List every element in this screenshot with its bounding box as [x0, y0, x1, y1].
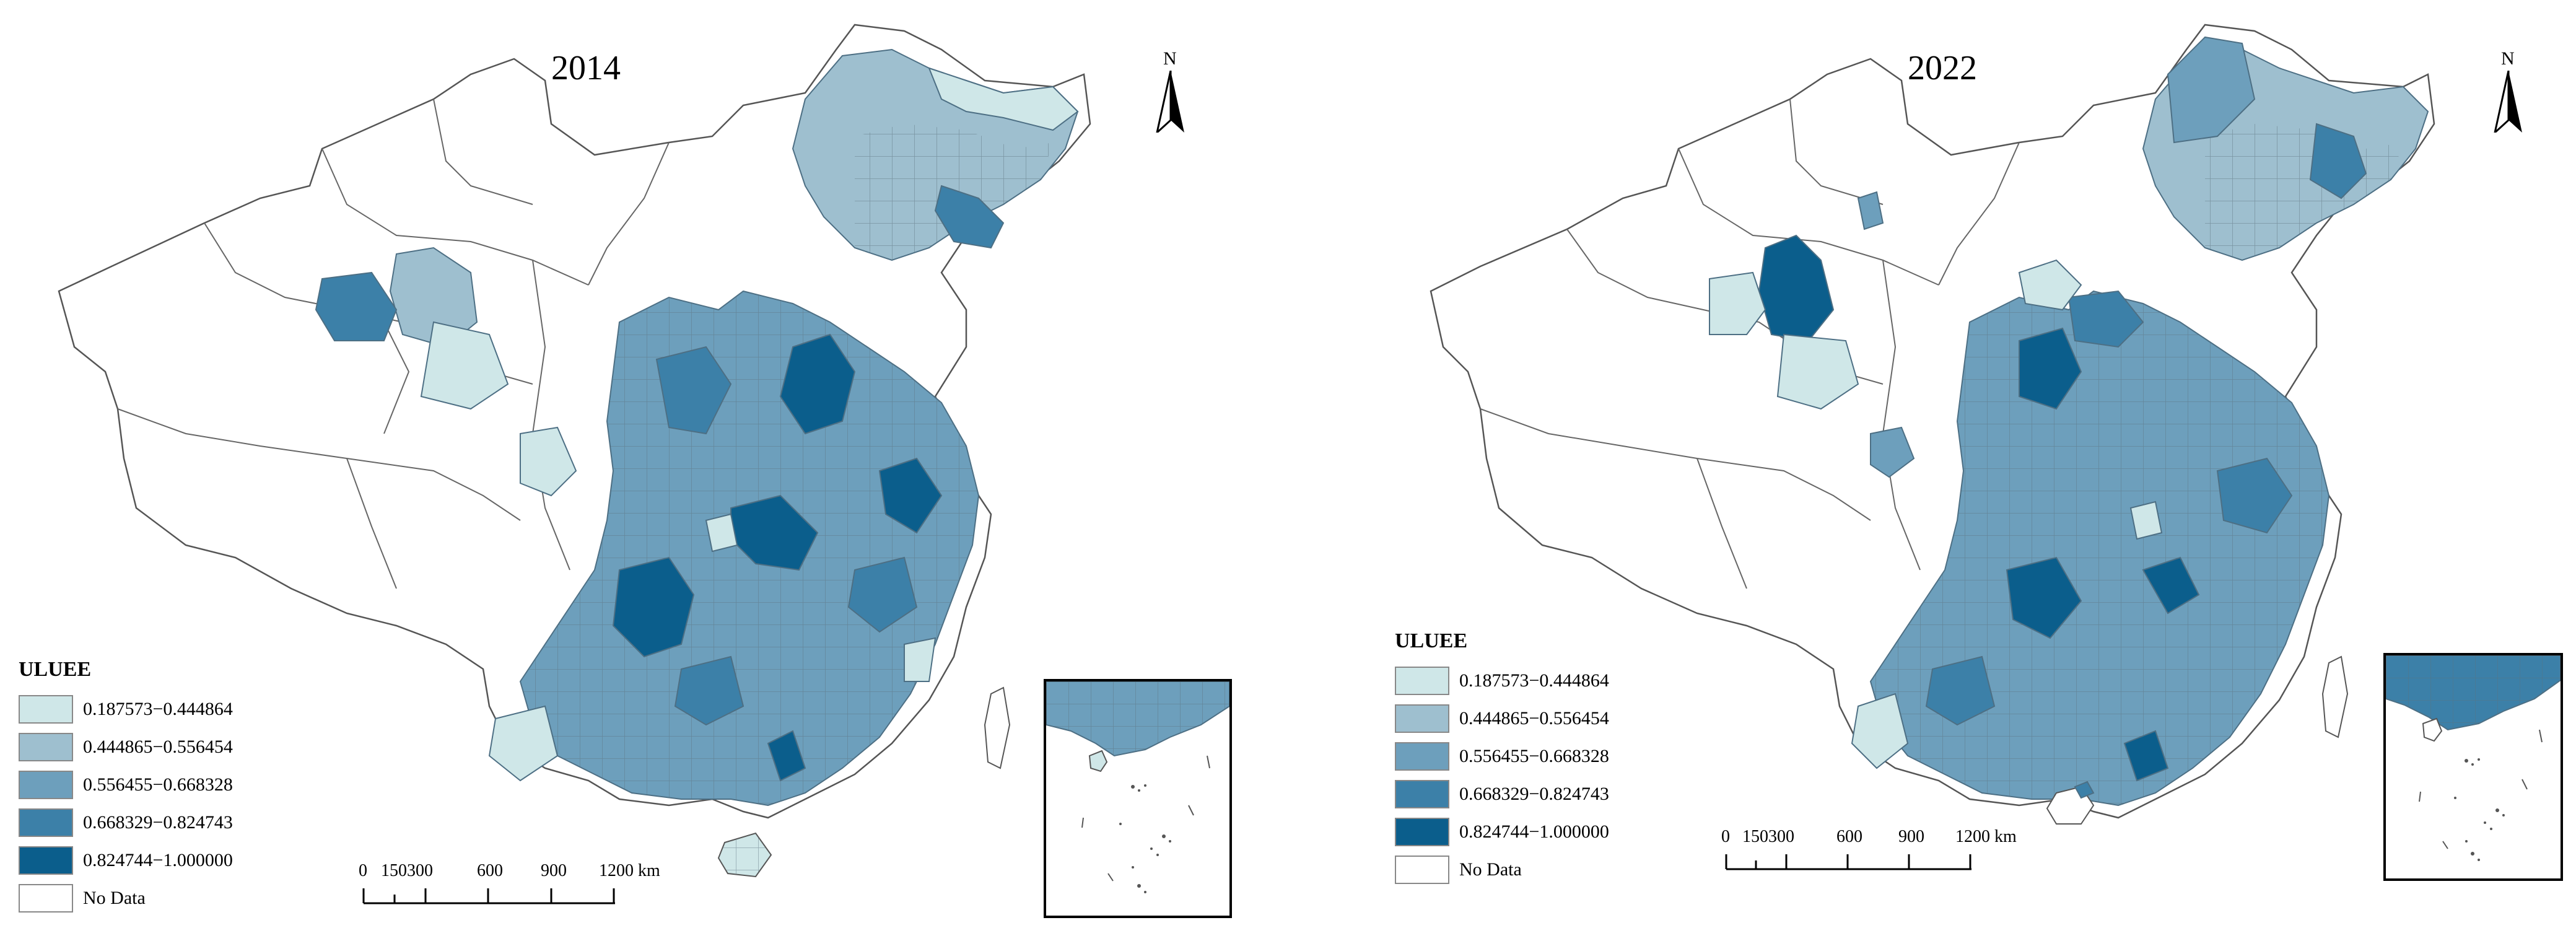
legend-label: 0.556455−0.668328: [1459, 745, 1609, 766]
scale-bar-graphic: [362, 888, 615, 904]
inset-map: [2386, 655, 2561, 861]
legend-title: ULUEE: [19, 658, 92, 681]
legend-swatch: [1395, 704, 1449, 733]
legend: ULUEE 0.187573−0.444864 0.444865−0.556454…: [1395, 629, 1609, 888]
north-arrow-icon: [1156, 71, 1184, 133]
legend-item: No Data: [19, 879, 233, 917]
legend-label: No Data: [1459, 859, 1522, 880]
south-china-sea-inset: [2383, 653, 2563, 881]
legend-swatch: [1395, 855, 1449, 884]
legend-item: 0.444865−0.556454: [19, 728, 233, 766]
legend-swatch: [19, 808, 73, 837]
legend-swatch: [19, 732, 73, 761]
legend-items: 0.187573−0.444864 0.444865−0.556454 0.5564…: [19, 690, 233, 917]
legend-item: No Data: [1395, 851, 1609, 888]
legend-item: 0.824744−1.000000: [19, 841, 233, 879]
north-label: N: [1163, 48, 1177, 69]
legend-swatch: [19, 770, 73, 799]
legend-label: 0.556455−0.668328: [83, 774, 233, 795]
legend-swatch: [1395, 817, 1449, 846]
taiwan-island: [2321, 655, 2349, 738]
north-arrow: N: [2490, 48, 2527, 133]
scale-tick-label: 0: [359, 861, 367, 880]
legend-label: 0.187573−0.444864: [83, 698, 233, 719]
legend-item: 0.556455−0.668328: [1395, 737, 1609, 775]
legend-swatch: [1395, 666, 1449, 695]
china-map-2014: [58, 24, 1091, 878]
legend-label: 0.824744−1.000000: [1459, 821, 1609, 842]
legend-item: 0.187573−0.444864: [19, 690, 233, 728]
legend-item: 0.824744−1.000000: [1395, 813, 1609, 851]
legend-swatch: [19, 694, 73, 724]
legend-item: 0.187573−0.444864: [1395, 662, 1609, 699]
north-label: N: [2501, 48, 2515, 69]
map-panel-2022: 2022 N ULUEE 0.187573−0.444864 0.444865−0…: [1363, 0, 2576, 928]
north-arrow: N: [1152, 48, 1189, 133]
scale-tick-label: 1200 km: [599, 861, 660, 880]
legend-swatch: [19, 883, 73, 913]
map-year-title: 2022: [1908, 49, 1977, 87]
map-year-title: 2014: [551, 49, 621, 87]
scale-bar: 0 150300 600 900 1200 km: [359, 861, 660, 911]
scale-tick-label: 150300: [381, 861, 433, 880]
south-china-sea-inset: [1044, 679, 1232, 918]
legend-label: No Data: [83, 887, 146, 908]
north-arrow-icon: [2494, 71, 2522, 133]
legend-label: 0.444865−0.556454: [83, 736, 233, 757]
legend-swatch: [1395, 779, 1449, 808]
legend-label: 0.187573−0.444864: [1459, 670, 1609, 691]
legend-label: 0.444865−0.556454: [1459, 707, 1609, 729]
legend-item: 0.668329−0.824743: [1395, 775, 1609, 813]
scale-tick-label: 0: [1721, 827, 1730, 846]
inset-map: [1046, 681, 1229, 893]
scale-tick-label: 1200 km: [1955, 827, 2017, 846]
scale-tick-label: 150300: [1742, 827, 1794, 846]
scale-bar: 0 150300 600 900 1200 km: [1721, 827, 2017, 877]
scale-tick-label: 900: [1898, 827, 1924, 846]
legend-title: ULUEE: [1395, 629, 1468, 652]
legend-item: 0.556455−0.668328: [19, 766, 233, 803]
legend-label: 0.668329−0.824743: [83, 812, 233, 833]
scale-tick-label: 900: [541, 861, 567, 880]
legend-label: 0.824744−1.000000: [83, 849, 233, 870]
legend-item: 0.668329−0.824743: [19, 803, 233, 841]
taiwan-island: [984, 686, 1011, 769]
legend-swatch: [19, 846, 73, 875]
legend-swatch: [1395, 742, 1449, 771]
legend-label: 0.668329−0.824743: [1459, 783, 1609, 804]
scale-tick-label: 600: [477, 861, 503, 880]
scale-bar-graphic: [1725, 854, 1971, 870]
china-map-2022: [1430, 24, 2435, 825]
legend-items: 0.187573−0.444864 0.444865−0.556454 0.5564…: [1395, 662, 1609, 888]
legend: ULUEE 0.187573−0.444864 0.444865−0.556454…: [19, 658, 233, 917]
map-panel-2014: 2014 N ULUEE 0.187573−0.444864 0.444865−0…: [19, 24, 1232, 918]
scale-tick-label: 600: [1836, 827, 1862, 846]
legend-item: 0.444865−0.556454: [1395, 699, 1609, 737]
